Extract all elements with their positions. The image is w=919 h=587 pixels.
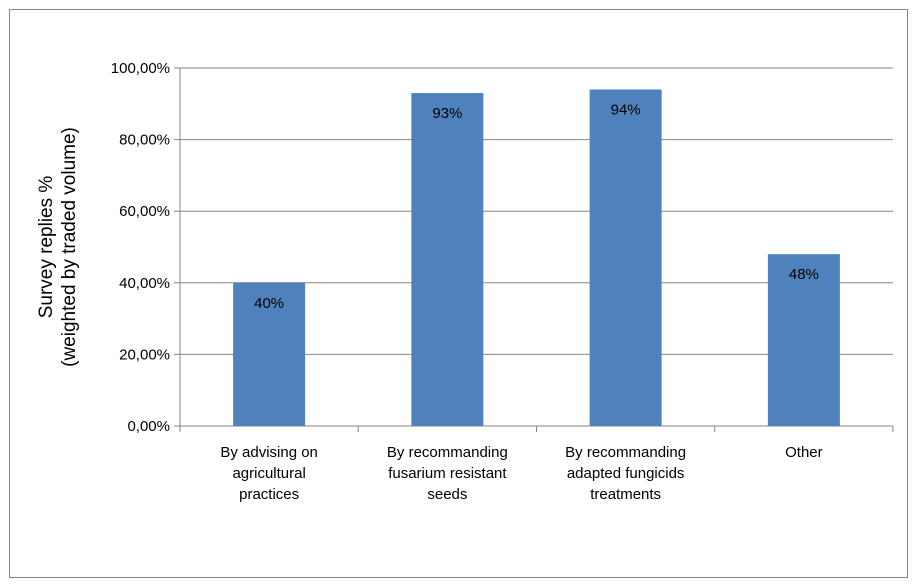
y-tick-labels: 0,00% 20,00% 40,00% 60,00% 80,00% 100,00% [111, 60, 170, 435]
y-tick-label: 40,00% [119, 275, 170, 292]
bar [411, 93, 484, 426]
data-label: 93% [432, 105, 462, 122]
bars [233, 89, 840, 426]
x-category-labels: By advising on agricultural practices By re… [220, 444, 822, 503]
bar [589, 89, 662, 426]
axes [179, 68, 894, 432]
data-label: 48% [789, 266, 819, 283]
bar [767, 254, 840, 426]
y-tick-label: 100,00% [111, 60, 170, 77]
y-tick-label: 60,00% [119, 203, 170, 220]
x-category-label: By recommanding fusarium resistant seeds [387, 444, 508, 503]
y-tick-label: 80,00% [119, 132, 170, 149]
data-label: 40% [254, 295, 284, 312]
y-tick-label: 0,00% [127, 418, 170, 435]
data-labels: 40% 93% 94% 48% [254, 101, 819, 311]
x-category-label: Other [785, 444, 823, 461]
x-category-label: By recommanding adapted fungicids treatmen… [565, 444, 686, 503]
y-axis-title: Survey replies % (weighted by traded volu… [36, 127, 80, 367]
y-axis-label: Survey replies % (weighted by traded volu… [36, 127, 80, 367]
y-tick-label: 20,00% [119, 346, 170, 363]
x-category-label: By advising on agricultural practices [220, 444, 318, 503]
data-label: 94% [611, 101, 641, 118]
bar [233, 282, 306, 426]
